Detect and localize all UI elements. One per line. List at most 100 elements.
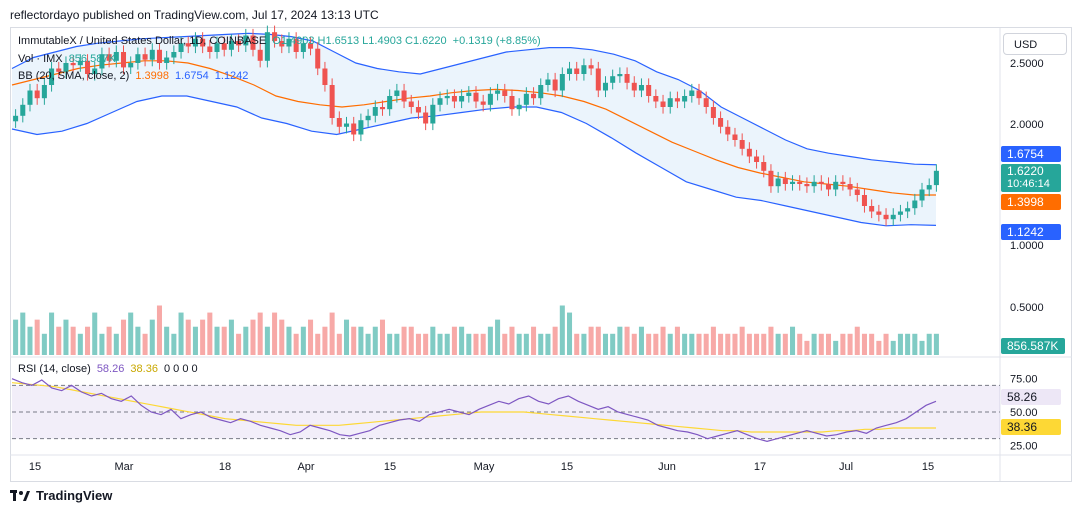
candle-body xyxy=(437,98,443,105)
volume-bar xyxy=(689,333,695,355)
publish-header: reflectordayo published on TradingView.c… xyxy=(10,8,379,22)
candle-body xyxy=(401,90,407,102)
candle-body xyxy=(293,38,299,52)
price-tag: 1.6220 10:46:14 xyxy=(1001,164,1061,192)
candle-body xyxy=(833,181,839,190)
tradingview-brand: TradingView xyxy=(36,488,113,503)
candle-body xyxy=(883,214,889,220)
candle-body xyxy=(185,43,191,47)
rsi-ma-value: 38.36 xyxy=(130,363,158,375)
volume-bar xyxy=(156,305,162,355)
candle-body xyxy=(41,85,47,99)
tradingview-logo-icon xyxy=(10,489,30,502)
rsi-line xyxy=(11,378,937,442)
candle-body xyxy=(358,120,364,135)
volume-bar xyxy=(336,333,342,355)
volume-bar xyxy=(293,333,299,355)
candle-body xyxy=(372,107,378,116)
bb-lower-line xyxy=(11,95,937,227)
candle-body xyxy=(128,63,134,68)
candle-body xyxy=(236,41,242,46)
volume-bar xyxy=(933,333,939,355)
volume-bar xyxy=(538,333,544,355)
candle-body xyxy=(674,98,680,102)
volume-label: Vol · IMX xyxy=(18,53,63,65)
time-tick-label: Mar xyxy=(115,461,134,473)
bb-basis-tag: 1.3998 xyxy=(1001,194,1061,210)
tradingview-footer[interactable]: TradingView xyxy=(10,488,112,503)
candle-body xyxy=(905,208,911,212)
candle-body xyxy=(718,118,724,127)
volume-bar xyxy=(171,333,177,355)
volume-bar xyxy=(602,333,609,355)
volume-bar xyxy=(840,333,846,355)
volume-value: 856.587K xyxy=(68,53,116,65)
candle-body xyxy=(99,54,105,69)
currency-button[interactable]: USD xyxy=(1003,33,1067,55)
volume-bar xyxy=(746,333,752,355)
volume-bar xyxy=(207,312,213,355)
change-value: +0.1319 (+8.85%) xyxy=(452,35,541,47)
volume-bar xyxy=(869,333,875,355)
volume-bar xyxy=(63,319,69,355)
candle-body xyxy=(13,115,19,122)
volume-bar xyxy=(466,333,472,355)
candle-body xyxy=(768,170,774,187)
volume-bar xyxy=(178,312,184,355)
candle-body xyxy=(164,57,170,63)
candle-body xyxy=(63,63,69,72)
volume-bar xyxy=(243,326,249,355)
volume-bar xyxy=(797,333,803,355)
volume-bar xyxy=(13,319,19,355)
candle-body xyxy=(804,184,810,187)
volume-bar xyxy=(725,333,731,355)
volume-bar xyxy=(113,333,119,355)
volume-bar xyxy=(99,333,105,355)
candle-body xyxy=(192,38,198,47)
time-tick-label: Jun xyxy=(658,461,676,473)
time-tick-label: 18 xyxy=(219,461,231,473)
volume-bar xyxy=(459,326,465,355)
volume-bar xyxy=(423,333,429,355)
volume-bar xyxy=(552,326,558,355)
volume-bar xyxy=(567,312,573,355)
candle-body xyxy=(696,90,702,99)
candle-body xyxy=(106,54,112,61)
volume-bar xyxy=(667,333,673,355)
candle-body xyxy=(631,82,637,91)
candle-body xyxy=(34,90,40,99)
volume-bar xyxy=(559,305,565,355)
candle-body xyxy=(487,93,493,105)
volume-bar xyxy=(617,326,623,355)
candle-body xyxy=(869,206,875,212)
candle-body xyxy=(20,104,26,116)
candle-body xyxy=(343,123,350,127)
volume-bar xyxy=(128,312,134,355)
volume-bar xyxy=(919,340,925,355)
candle-body xyxy=(113,52,119,61)
candle-body xyxy=(49,68,55,85)
volume-bar xyxy=(912,333,918,355)
volume-bar xyxy=(509,326,515,355)
candle-body xyxy=(451,96,457,102)
volume-bar xyxy=(825,333,832,355)
volume-bar xyxy=(574,333,580,355)
rsi-tick-label: 25.00 xyxy=(1010,440,1038,452)
bb-legend: BB (20, SMA, close, 2) 1.3998 1.6754 1.1… xyxy=(18,70,251,82)
candle-body xyxy=(85,60,91,74)
candle-body xyxy=(257,49,263,61)
chart-frame[interactable] xyxy=(10,27,1072,482)
volume-bar xyxy=(624,326,630,355)
volume-bar xyxy=(408,326,414,355)
volume-bar xyxy=(394,333,400,355)
volume-bar xyxy=(487,326,493,355)
candle-body xyxy=(574,68,580,74)
candle-body xyxy=(149,49,155,60)
volume-bar xyxy=(638,326,644,355)
volume-bar xyxy=(696,333,702,355)
rsi-label: RSI (14, close) xyxy=(18,363,91,375)
volume-bar xyxy=(272,312,278,355)
volume-bar xyxy=(92,312,98,355)
rsi-tick-label: 75.00 xyxy=(1010,374,1038,386)
